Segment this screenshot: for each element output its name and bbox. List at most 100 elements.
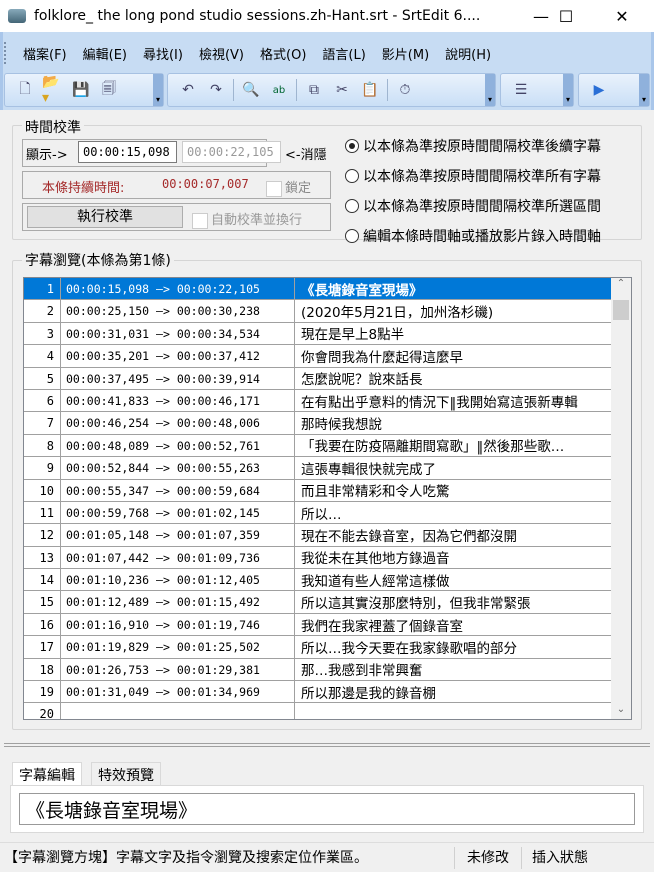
menu-help[interactable]: 說明(H): [445, 47, 492, 63]
save-as-icon[interactable]: 🗐: [102, 81, 116, 97]
row-time: 00:01:05,148 —> 00:01:07,359: [61, 524, 295, 546]
status-bar: 【字幕瀏覽方塊】字幕文字及指令瀏覽及搜索定位作業區。 未修改 插入狀態: [0, 842, 654, 872]
menu-format[interactable]: 格式(O): [260, 47, 307, 63]
row-text: 現在是早上8點半: [301, 327, 405, 344]
toolbar-overflow[interactable]: ▾: [153, 74, 163, 106]
subtitle-row[interactable]: 12 00:01:05,148 —> 00:01:07,359 現在不能去錄音室，因…: [24, 524, 631, 547]
title-bar: folklore_ the long pond studio sessions.…: [0, 0, 654, 32]
subtitle-row[interactable]: 20: [24, 703, 631, 719]
option-edit-timeline[interactable]: 編輯本條時間軸或播放影片錄入時間軸: [345, 226, 601, 246]
subtitle-row[interactable]: 19 00:01:31,049 —> 00:01:34,969 所以那邊是我的錄音棚: [24, 681, 631, 704]
option-selected-range[interactable]: 以本條為準按原時間間隔校準所選區間: [345, 196, 601, 216]
subtitle-row[interactable]: 10 00:00:55,347 —> 00:00:59,684 而且非常精彩和令人吃…: [24, 479, 631, 502]
row-text: 怎麼說呢？說來話長: [301, 372, 423, 389]
minimize-button[interactable]: —: [533, 6, 549, 26]
menu-bar: 檔案(F) 編輯(E) 尋找(I) 檢視(V) 格式(O) 語言(L) 影片(M…: [4, 38, 499, 68]
row-text: 在有點出乎意料的情況下‖我開始寫這張新專輯: [301, 394, 578, 411]
subtitle-list[interactable]: 1 00:00:15,098 —> 00:00:22,105 《長塘錄音室現場》 2 0…: [23, 277, 632, 720]
menu-file[interactable]: 檔案(F): [23, 47, 67, 63]
row-text: 那…我感到非常興奮: [301, 663, 423, 680]
menu-view[interactable]: 檢視(V): [198, 47, 245, 63]
scroll-up-icon[interactable]: ⌃: [616, 278, 626, 289]
run-calibration-button[interactable]: 執行校準: [27, 206, 183, 228]
toolbar-overflow[interactable]: ▾: [639, 74, 649, 106]
duration-row: [22, 171, 331, 199]
subtitle-row[interactable]: 13 00:01:07,442 —> 00:01:09,736 我從未在其他地方錄過…: [24, 546, 631, 570]
find-icon[interactable]: 🔍: [242, 82, 260, 98]
status-mode: 插入狀態: [532, 849, 588, 866]
replace-icon[interactable]: ab: [272, 84, 286, 96]
subtitle-row[interactable]: 18 00:01:26,753 —> 00:01:29,381 那…我感到非常興奮: [24, 658, 631, 682]
auto-calibrate-checkbox[interactable]: 自動校準並換行: [192, 209, 302, 229]
list-icon[interactable]: ☰: [514, 82, 528, 98]
subtitle-text-input[interactable]: 《長塘錄音室現場》: [19, 793, 635, 825]
tab-subtitle-edit[interactable]: 字幕編輯: [12, 762, 82, 788]
row-number: 14: [24, 569, 61, 591]
scroll-down-icon[interactable]: ⌄: [616, 704, 626, 715]
row-number: 19: [24, 681, 61, 703]
splitter[interactable]: [4, 743, 650, 747]
option-label: 以本條為準按原時間間隔校準後續字幕: [363, 139, 601, 155]
toolbar-overflow[interactable]: ▾: [563, 74, 573, 106]
redo-icon[interactable]: ↷: [210, 82, 222, 98]
row-text: 所以這其實沒那麼特別，但我非常緊張: [301, 596, 531, 613]
calibration-title: 時間校準: [22, 117, 84, 137]
save-icon[interactable]: 💾: [72, 82, 90, 98]
row-time: 00:00:25,150 —> 00:00:30,238: [61, 300, 295, 322]
row-time: 00:00:46,254 —> 00:00:48,006: [61, 412, 295, 434]
option-all[interactable]: 以本條為準按原時間間隔校準所有字幕: [345, 166, 601, 186]
lock-checkbox[interactable]: 鎖定: [266, 177, 311, 197]
row-number: 17: [24, 636, 61, 658]
menu-language[interactable]: 語言(L): [322, 47, 366, 63]
option-subsequent[interactable]: 以本條為準按原時間間隔校準後續字幕: [345, 136, 601, 156]
paste-icon[interactable]: 📋: [361, 82, 379, 98]
subtitle-row[interactable]: 2 00:00:25,150 —> 00:00:30,238 (2020年5月21日…: [24, 300, 631, 323]
subtitle-row[interactable]: 3 00:00:31,031 —> 00:00:34,534 現在是早上8點半: [24, 322, 631, 346]
subtitle-row[interactable]: 1 00:00:15,098 —> 00:00:22,105 《長塘錄音室現場》: [24, 278, 631, 301]
status-hint: 【字幕瀏覽方塊】字幕文字及指令瀏覽及搜索定位作業區。: [0, 846, 455, 869]
new-file-icon[interactable]: 🗋: [19, 81, 31, 97]
row-time: 00:01:19,829 —> 00:01:25,502: [61, 636, 295, 658]
subtitle-row[interactable]: 7 00:00:46,254 —> 00:00:48,006 那時候我想說: [24, 412, 631, 435]
toolbar-overflow[interactable]: ▾: [485, 74, 495, 106]
lock-label: 鎖定: [285, 181, 312, 196]
scrollbar[interactable]: ⌃ ⌄: [611, 278, 631, 719]
subtitle-row[interactable]: 4 00:00:35,201 —> 00:00:37,412 你會問我為什麼起得這麼…: [24, 345, 631, 368]
close-button[interactable]: ✕: [615, 6, 629, 26]
start-time-input[interactable]: 00:00:15,098: [78, 141, 177, 163]
subtitle-row[interactable]: 11 00:00:59,768 —> 00:01:02,145 所以…: [24, 501, 631, 525]
subtitle-row[interactable]: 17 00:01:19,829 —> 00:01:25,502 所以…我今天要在我家…: [24, 636, 631, 659]
tab-effect-preview[interactable]: 特效預覽: [91, 762, 161, 786]
subtitle-row[interactable]: 16 00:01:16,910 —> 00:01:19,746 我們在我家裡蓋了個錄…: [24, 613, 631, 637]
row-time: 00:00:15,098 —> 00:00:22,105: [61, 278, 295, 300]
play-toolbar: ▶ ▾: [578, 73, 650, 107]
undo-icon[interactable]: ↶: [182, 82, 194, 98]
cut-icon[interactable]: ✂: [336, 82, 348, 98]
row-time: 00:00:41,833 —> 00:00:46,171: [61, 389, 295, 412]
menu-video[interactable]: 影片(M): [381, 47, 430, 63]
menu-find[interactable]: 尋找(I): [142, 47, 183, 63]
show-label[interactable]: 顯示->: [26, 148, 68, 163]
subtitle-row[interactable]: 8 00:00:48,089 —> 00:00:52,761 「我要在防疫隔離期間寫…: [24, 434, 631, 458]
timer-icon[interactable]: ⏱: [399, 82, 411, 98]
row-time: 00:00:48,089 —> 00:00:52,761: [61, 434, 295, 457]
subtitle-row[interactable]: 6 00:00:41,833 —> 00:00:46,171 在有點出乎意料的情況下…: [24, 389, 631, 413]
menu-edit[interactable]: 編輯(E): [82, 47, 127, 63]
edit-toolbar: ↶ ↷ 🔍 ab ⧉ ✂ 📋 ⏱ ▾: [167, 73, 496, 107]
row-number: 2: [24, 300, 61, 322]
scroll-thumb[interactable]: [613, 300, 629, 320]
row-text: 《長塘錄音室現場》: [301, 282, 423, 299]
row-time: 00:00:59,768 —> 00:01:02,145: [61, 501, 295, 524]
copy-icon[interactable]: ⧉: [309, 82, 319, 98]
subtitle-row[interactable]: 5 00:00:37,495 —> 00:00:39,914 怎麼說呢？說來話長: [24, 367, 631, 390]
row-time: 00:01:16,910 —> 00:01:19,746: [61, 613, 295, 636]
maximize-button[interactable]: ☐: [558, 6, 574, 26]
grip-handle[interactable]: [4, 42, 7, 64]
end-time-input[interactable]: 00:00:22,105: [182, 141, 281, 163]
open-folder-icon[interactable]: 📂▾: [42, 74, 60, 106]
subtitle-row[interactable]: 14 00:01:10,236 —> 00:01:12,405 我知道有些人經常這樣…: [24, 569, 631, 592]
play-icon[interactable]: ▶: [593, 82, 605, 98]
subtitle-row[interactable]: 9 00:00:52,844 —> 00:00:55,263 這張專輯很快就完成了: [24, 457, 631, 480]
hide-label[interactable]: <-消隱: [285, 148, 327, 163]
subtitle-row[interactable]: 15 00:01:12,489 —> 00:01:15,492 所以這其實沒那麼特別…: [24, 591, 631, 614]
